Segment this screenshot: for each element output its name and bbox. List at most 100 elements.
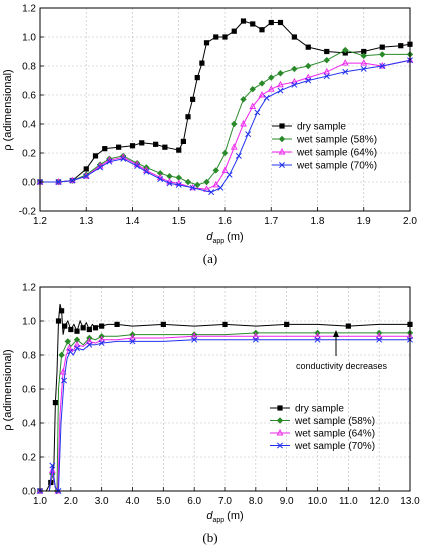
series-dry-sample-point [139,140,145,146]
series-dry-sample-point [361,48,367,55]
x-tick-label: 1.7 [264,216,278,227]
series-wet-sample-70-point [120,155,127,162]
y-tick-label: 0.2 [22,453,36,464]
series-dry-sample-point [268,19,274,26]
series-wet-sample-70-point [97,164,104,171]
series-dry-sample-point [102,146,108,152]
chart-b-ticks: 1.0 2.0 3.0 4.0 5.0 6.0 7.0 8.0 9.0 10.0 11.0 12.0 1… [22,283,420,508]
series-wet-sample-64-point [267,85,275,92]
series-dry-sample-point [231,28,237,34]
series-wet-sample-70-point [189,184,196,191]
y-tick-label: 0.8 [22,62,36,73]
x-tick-label: 8.0 [249,496,263,507]
y-tick-label: 0.0 [22,487,36,498]
series-wet-sample-64-point [73,340,81,348]
chart-a: 1.2 1.3 1.4 1.5 1.6 1.7 1.8 1.9 2.0 -0.2 0.0 0.2 0.4… [2,4,417,267]
x-tick-label: 5.0 [156,496,170,507]
y-tick-label: 1.2 [22,4,36,15]
series-dry-sample-point [55,318,62,324]
conductivity-arrow-head [333,330,339,337]
series-dry-sample-point [86,326,92,333]
y-tick-label: 0.6 [22,385,36,396]
legend-swatch-marker [279,123,285,129]
series-dry-sample-point [153,141,159,147]
chart-b-grid [40,287,410,491]
y-tick-label: -0.2 [19,207,37,218]
series-dry-sample-line [40,20,411,183]
x-tick-label: 4.0 [126,496,140,507]
series-wet-sample-64-point [323,67,331,75]
legend-swatch-marker [279,162,285,168]
series-wet-sample-70-point [191,336,198,343]
series-wet-sample-64-point [48,466,56,474]
legend-swatch-marker [278,148,286,155]
y-tick-label: 1.0 [22,33,36,44]
series-wet-sample-58-point [157,170,164,177]
series-dry-sample-point [194,75,200,81]
series-dry-sample-point [203,40,210,46]
chart-b: 1.0 2.0 3.0 4.0 5.0 6.0 7.0 8.0 9.0 10.0 11.0 12.0 1… [2,283,420,546]
y-tick-label: 0.0 [22,178,36,189]
series-wet-sample-58-point [175,174,182,181]
x-tick-label: 12.0 [369,496,389,507]
series-wet-sample-70-point [245,131,252,138]
legend-label: dry sample [297,122,346,133]
series-wet-sample-58-point [342,46,349,54]
series-dry-sample-point [199,60,205,66]
x-tick-label: 2.0 [403,216,417,227]
x-tick-label: 1.6 [218,216,232,227]
x-tick-label: 6.0 [187,496,201,507]
series-dry-sample-point [74,328,80,334]
series-wet-sample-70-point [98,340,105,347]
series-wet-sample-70-point [360,65,367,72]
series-wet-sample-58-point [58,351,65,359]
chart-b-xlabel-main: d [206,510,213,522]
series-dry-sample-point [379,44,385,50]
chart-a-legend: dry sample wet sample (58%) wet sample (64… [272,122,377,172]
x-tick-label: 10.0 [308,496,328,507]
series-wet-sample-70-point [235,152,242,159]
series-dry-sample-point [398,43,404,49]
series-wet-sample-70-point [379,63,386,69]
x-tick-label: 3.0 [95,496,109,507]
series-wet-sample-64-point [59,368,67,375]
legend-label: wet sample (70%) [296,161,377,172]
series-wet-sample-64-point [249,102,257,110]
chart-b-ylabel: ρ (adimensional) [2,349,14,430]
series-wet-sample-64-point [258,91,266,98]
series-wet-sample-70-point [106,158,113,165]
series-wet-sample-70-point [129,338,136,345]
series-wet-sample-64-point [314,332,321,339]
series-wet-sample-58-point [73,336,81,343]
series-wet-sample-64-point [304,73,312,81]
series-wet-sample-64-point [277,80,284,88]
series-wet-sample-70-point [252,336,259,343]
series-dry-sample-point [116,144,122,150]
chart-a-series [36,18,414,196]
series-dry-sample-point [291,34,297,40]
series-dry-sample-point [176,147,182,153]
series-wet-sample-58-point [83,171,90,178]
series-wet-sample-58-point [305,62,312,70]
series-wet-sample-70-line [40,59,411,193]
series-wet-sample-58-point [184,178,192,186]
series-wet-sample-70-point [134,163,141,170]
legend-label: wet sample (64%) [296,148,377,159]
series-wet-sample-58-point [194,181,201,189]
series-dry-sample-point [240,18,247,24]
series-wet-sample-58-point [166,173,173,180]
series-wet-sample-58-point [360,52,367,60]
legend-label: wet sample (64%) [294,429,375,440]
x-tick-label: 9.0 [280,496,294,507]
legend-swatch-marker [276,429,284,436]
series-wet-sample-70-point [74,345,80,352]
x-tick-label: 1.9 [357,216,371,227]
series-dry-sample-point [160,321,166,327]
chart-a-xlabel-main: d [206,231,213,243]
y-tick-label: 1.0 [22,317,36,328]
series-dry-sample-point [62,323,68,329]
y-tick-label: 0.8 [22,351,36,362]
series-wet-sample-58-point [133,159,141,167]
series-wet-sample-70-line [40,339,410,493]
